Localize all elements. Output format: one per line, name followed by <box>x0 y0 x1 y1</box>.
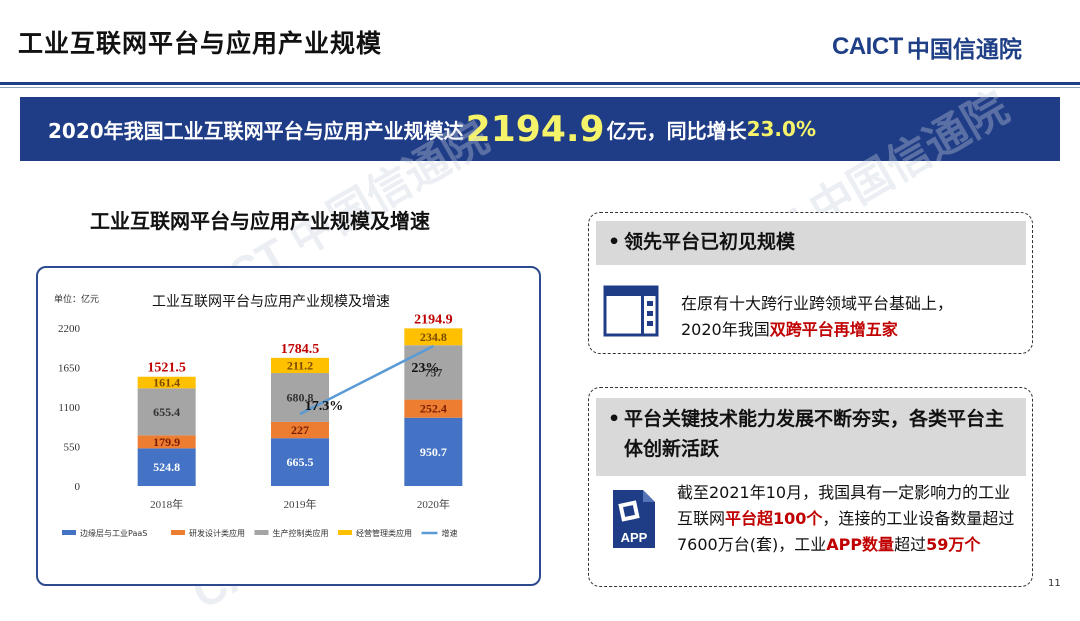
bar-total-label: 2194.9 <box>414 312 453 327</box>
header-rule <box>0 82 1080 85</box>
growth-line <box>299 344 434 416</box>
bar-value-label: 227 <box>291 423 309 437</box>
page-number: 11 <box>1048 578 1061 589</box>
bullet: • <box>608 408 621 430</box>
growth-label: 17.3% <box>305 399 344 414</box>
bar-value-label: 524.8 <box>153 460 180 474</box>
caict-logo: CAICT 中国信通院 <box>832 30 1022 64</box>
legend-swatch <box>254 530 269 535</box>
banner-highlight-value: 2194.9 <box>465 108 605 150</box>
bar-segment <box>404 328 463 346</box>
card1-heading: • 领先平台已初见规模 <box>596 221 1026 265</box>
logo-text: 中国信通院 <box>906 37 1022 63</box>
legend-label: 增速 <box>442 528 458 538</box>
bar-value-label: 655.4 <box>153 405 180 419</box>
y-tick-label: 1100 <box>58 402 80 414</box>
app-icon-label: APP <box>621 530 648 545</box>
card2-heading: • 平台关键技术能力发展不断夯实，各类平台主体创新活跃 <box>596 398 1026 476</box>
legend-swatch <box>62 530 76 535</box>
legend-swatch <box>338 530 352 535</box>
chart-heading: 工业互联网平台与应用产业规模及增速 <box>90 209 430 233</box>
unit-label: 单位：亿元 <box>54 293 99 304</box>
bullet: • <box>608 231 621 253</box>
bar-segment <box>404 399 463 418</box>
bar-value-label: 757 <box>424 365 442 379</box>
logo-mark: CAICT <box>832 33 903 60</box>
bar-segment <box>137 388 196 436</box>
banner-prefix: 2020年我国工业互联网平台与应用产业规模达 <box>48 118 464 143</box>
card1-line2: 2020年我国双跨平台再增五家 <box>681 320 898 339</box>
card1-line1: 在原有十大跨行业跨领域平台基础上， <box>681 294 954 313</box>
bar-total-label: 1784.5 <box>281 342 320 357</box>
header-rule-thin <box>0 87 1080 88</box>
bar-segment <box>137 448 196 486</box>
bar-value-label: 161.4 <box>153 376 180 390</box>
legend-label: 研发设计类应用 <box>189 528 245 538</box>
bar-value-label: 179.9 <box>153 435 180 449</box>
platform-window-icon <box>603 285 659 337</box>
banner-growth: 23.0% <box>746 117 816 141</box>
x-tick-label: 2019年 <box>284 497 317 511</box>
bar-segment <box>404 417 463 486</box>
bar-value-label: 252.4 <box>420 402 447 416</box>
y-tick-label: 2200 <box>58 323 81 335</box>
x-tick-label: 2020年 <box>417 497 450 511</box>
y-tick-label: 550 <box>64 442 81 454</box>
app-document-icon: APP <box>613 490 655 548</box>
legend-label: 边缘层与工业PaaS <box>80 528 147 538</box>
bar-total-label: 1521.5 <box>147 361 186 376</box>
bar-value-label: 665.5 <box>287 455 314 469</box>
y-tick-label: 0 <box>75 481 81 493</box>
bar-value-label: 680.8 <box>287 390 314 404</box>
banner-middle: 亿元，同比增长 <box>606 118 747 143</box>
card2-text: 截至2021年10月，我国具有一定影响力的工业互联网平台超100个，连接的工业设… <box>677 483 1015 554</box>
card2-heading-text: 平台关键技术能力发展不断夯实，各类平台主体创新活跃 <box>624 408 1005 460</box>
bar-segment <box>271 421 329 439</box>
bar-segment <box>137 376 196 389</box>
stacked-bar-chart: 单位：亿元 工业互联网平台与应用产业规模及增速 0 550 1100 1650 2200 52… <box>54 293 463 538</box>
page-title: 工业互联网平台与应用产业规模 <box>18 29 383 58</box>
x-tick-label: 2018年 <box>150 497 183 511</box>
bar-segment <box>271 357 329 374</box>
card-platform-capability: • 平台关键技术能力发展不断夯实，各类平台主体创新活跃 APP 截至2021年1… <box>588 387 1033 587</box>
card1-heading-text: 领先平台已初见规模 <box>624 231 796 253</box>
legend-label: 生产控制类应用 <box>273 528 329 538</box>
bar-value-label: 950.7 <box>420 445 447 459</box>
bar-value-label: 211.2 <box>287 358 313 372</box>
bar-value-label: 234.8 <box>420 330 447 344</box>
chart-title: 工业互联网平台与应用产业规模及增速 <box>152 293 390 310</box>
chart-frame: 单位：亿元 工业互联网平台与应用产业规模及增速 0 550 1100 1650 2200 52… <box>36 266 541 586</box>
legend-label: 经营管理类应用 <box>356 528 412 538</box>
bar-segment <box>404 345 463 400</box>
legend-swatch <box>171 530 185 535</box>
bar-segment <box>137 435 196 449</box>
card1-text: 在原有十大跨行业跨领域平台基础上， 2020年我国双跨平台再增五家 <box>681 291 1021 343</box>
y-tick-label: 1650 <box>58 363 81 375</box>
card-leading-platforms: • 领先平台已初见规模 在原有十大跨行业跨领域平台基础上， 2020年我国双跨平… <box>588 212 1033 354</box>
headline-banner: 2020年我国工业互联网平台与应用产业规模达 2194.9 亿元，同比增长 23… <box>20 97 1060 161</box>
bar-segment <box>271 438 329 486</box>
growth-label: 23% <box>411 361 439 376</box>
